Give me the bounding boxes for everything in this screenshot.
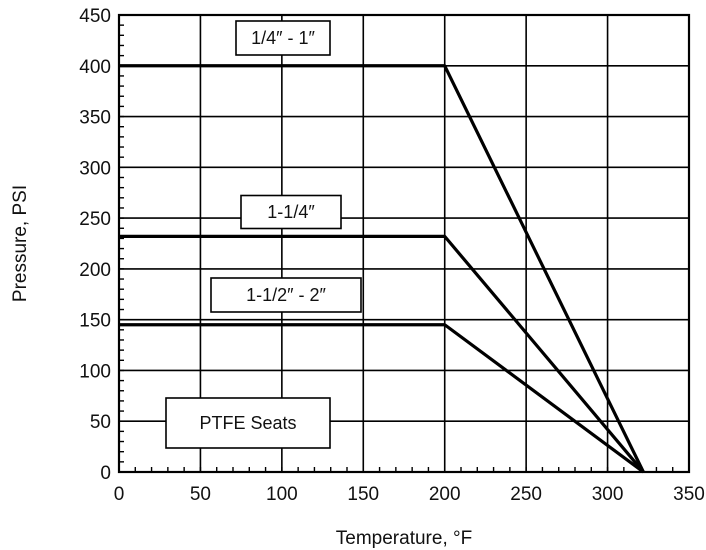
series-label-0-text: 1/4″ - 1″ xyxy=(251,28,315,48)
x-tick-label: 200 xyxy=(429,484,461,505)
series-label-2-text: 1-1/2″ - 2″ xyxy=(246,285,326,305)
series-label-1-text: 1-1/4″ xyxy=(267,202,315,222)
y-tick-label: 0 xyxy=(100,463,111,484)
y-tick-label: 250 xyxy=(79,209,111,230)
series-label-2-box xyxy=(210,277,362,313)
y-tick-label: 200 xyxy=(79,260,111,281)
series-label-0-box xyxy=(235,20,331,56)
x-tick-labels: 0 50 100 150 200 250 300 350 xyxy=(114,484,705,505)
x-tick-label: 250 xyxy=(510,484,542,505)
y-tick-label: 350 xyxy=(79,108,111,129)
series-line-1 xyxy=(119,234,645,474)
series-label-0: 1/4″ - 1″ xyxy=(235,20,331,56)
y-axis-title: Pressure, PSI xyxy=(10,185,31,302)
series-lines xyxy=(119,64,645,474)
x-tick-label: 50 xyxy=(190,484,211,505)
series-line-0 xyxy=(119,64,645,473)
x-tick-label: 350 xyxy=(673,484,705,505)
plot-frame xyxy=(117,13,691,474)
x-tick-label: 300 xyxy=(592,484,624,505)
annotation-ptfe-seats: PTFE Seats xyxy=(165,397,331,449)
series-line-2 xyxy=(119,323,645,474)
y-tick-label: 100 xyxy=(79,361,111,382)
series-label-1: 1-1/4″ xyxy=(240,194,342,230)
annotation-ptfe-seats-text: PTFE Seats xyxy=(199,413,296,433)
y-tick-label: 150 xyxy=(79,311,111,332)
series-labels: 1/4″ - 1″ 1-1/4″ 1-1/2″ - 2″ PTFE Seats xyxy=(165,20,362,449)
x-tick-label: 0 xyxy=(114,484,125,505)
series-label-1-box xyxy=(240,194,342,230)
y-tick-label: 400 xyxy=(79,57,111,78)
series-label-2: 1-1/2″ - 2″ xyxy=(210,277,362,313)
y-tick-labels: 0 50 100 150 200 250 300 350 400 450 xyxy=(79,6,111,484)
annotation-ptfe-seats-box xyxy=(165,397,331,449)
x-axis-title: Temperature, °F xyxy=(336,528,472,549)
y-tick-label: 50 xyxy=(90,412,111,433)
y-tick-label: 300 xyxy=(79,158,111,179)
x-tick-label: 100 xyxy=(266,484,298,505)
x-tick-label: 150 xyxy=(347,484,379,505)
y-tick-label: 450 xyxy=(79,6,111,27)
